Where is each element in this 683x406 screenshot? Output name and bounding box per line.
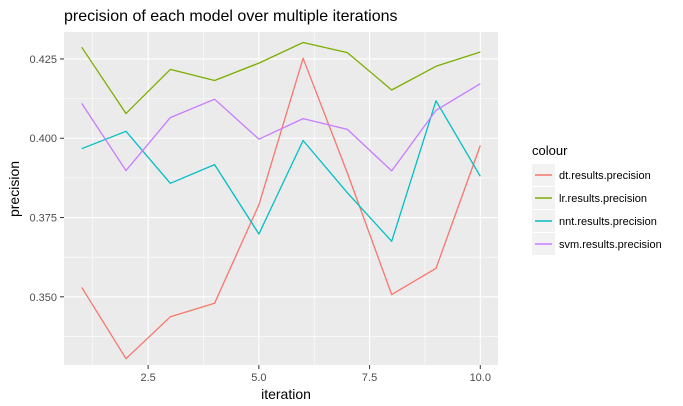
x-tick-label: 10.0 [470, 372, 491, 384]
legend-label: dt.results.precision [559, 170, 651, 182]
y-axis-title: precision [6, 161, 22, 217]
legend-label: svm.results.precision [559, 239, 662, 251]
y-tick-label: 0.350 [29, 292, 57, 304]
series-line-lr [81, 41, 481, 115]
series-line-nnt [81, 100, 481, 242]
series-lines [81, 41, 481, 360]
major-gridlines [64, 32, 498, 365]
y-tick-label: 0.375 [29, 213, 57, 225]
x-tick-label: 7.5 [362, 372, 377, 384]
series-line-svm [81, 83, 481, 172]
x-tick-label: 5.0 [251, 372, 266, 384]
x-tick-label: 2.5 [140, 372, 155, 384]
series-line-dt [81, 57, 481, 360]
chart-title: precision of each model over multiple it… [64, 8, 398, 25]
legend-item: svm.results.precision [532, 233, 662, 255]
legend-title: colour [532, 143, 568, 158]
legend-label: lr.results.precision [559, 193, 647, 205]
x-axis-ticks: 2.5 5.0 7.5 10.0 [140, 365, 491, 384]
legend-item: lr.results.precision [532, 187, 647, 209]
y-axis-ticks: 0.350 0.375 0.400 0.425 [29, 54, 64, 304]
y-tick-label: 0.400 [29, 133, 57, 145]
y-tick-label: 0.425 [29, 54, 57, 66]
legend-label: nnt.results.precision [559, 216, 657, 228]
plot-panel [64, 32, 498, 365]
legend-item: nnt.results.precision [532, 210, 657, 232]
x-axis-title: iteration [261, 386, 311, 402]
legend: colour dt.results.precision lr.results.pr… [532, 143, 662, 255]
legend-item: dt.results.precision [532, 164, 651, 186]
